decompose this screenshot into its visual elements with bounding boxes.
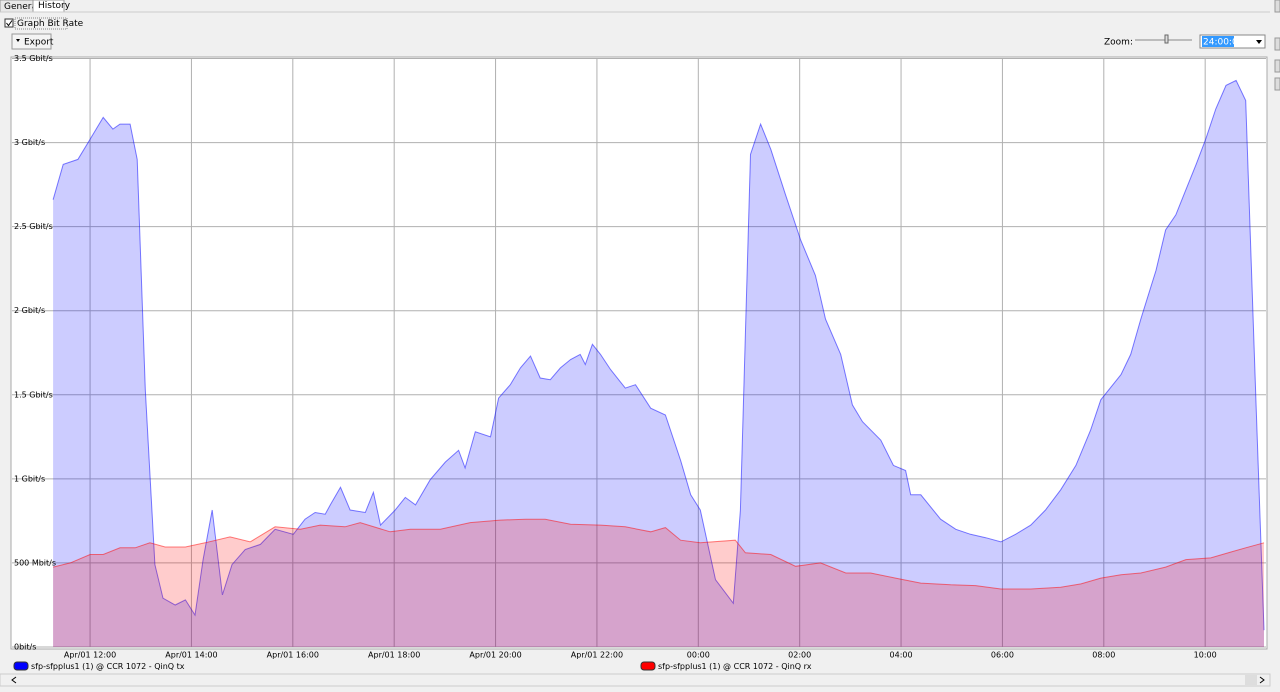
y-tick-label: 3.5 Gbit/s	[14, 54, 53, 63]
y-tick-label: 2 Gbit/s	[14, 306, 45, 315]
focus-box	[14, 17, 68, 30]
legend-label: sfp-sfpplus1 (1) @ CCR 1072 - QinQ rx	[658, 662, 812, 671]
x-tick-label: 08:00	[1092, 651, 1115, 660]
areas	[52, 79, 1265, 647]
x-tick-label: Apr/01 16:00	[267, 651, 319, 660]
checkbox-label[interactable]: Graph Bit Rate	[17, 19, 84, 29]
x-tick-label: 10:00	[1194, 651, 1217, 660]
check-mark	[6, 20, 13, 27]
side-button[interactable]	[1274, 37, 1280, 51]
x-tick-label: Apr/01 20:00	[469, 651, 521, 660]
scroll-thumb[interactable]	[1245, 675, 1257, 685]
y-tick-label: 1 Gbit/s	[14, 474, 45, 483]
series-line	[52, 79, 1265, 631]
x-tick-label: 02:00	[788, 651, 811, 660]
grid	[12, 58, 1266, 648]
scroll-left[interactable]	[11, 676, 17, 684]
area-fill	[53, 80, 1265, 647]
y-tick-label: 500 Mbit/s	[14, 558, 56, 567]
y-tick-label: 1.5 Gbit/s	[14, 390, 53, 399]
legend-swatch	[13, 661, 29, 671]
x-tick-label: 00:00	[687, 651, 710, 660]
x-tick-label: Apr/01 14:00	[165, 651, 217, 660]
selection	[1202, 36, 1234, 47]
slider-thumb[interactable]	[1164, 34, 1169, 44]
tab-label[interactable]: General	[4, 2, 39, 12]
export-label[interactable]: Export	[24, 38, 54, 48]
scroll-right[interactable]	[1259, 676, 1265, 684]
side-button[interactable]	[1274, 77, 1280, 91]
x-tick-label: Apr/01 12:00	[64, 651, 116, 660]
zoom-value[interactable]: 24:00:00	[1203, 38, 1244, 48]
tab-label[interactable]: History	[38, 1, 71, 11]
legend-swatch	[640, 661, 656, 671]
checkbox[interactable]	[4, 18, 14, 28]
x-tick-label: 04:00	[890, 651, 913, 660]
side-button[interactable]	[1274, 59, 1280, 73]
dropdown-arrow	[16, 39, 20, 42]
zoom-label: Zoom:	[1104, 38, 1133, 48]
area-fill	[53, 519, 1265, 647]
y-tick-label: 2.5 Gbit/s	[14, 222, 53, 231]
export-button[interactable]	[11, 33, 52, 50]
plot-area	[10, 56, 1268, 650]
y-tick-label: 0bit/s	[14, 643, 36, 652]
x-tick-label: Apr/01 22:00	[571, 651, 623, 660]
x-tick-label: 06:00	[991, 651, 1014, 660]
labels: Apr/01 12:00 Apr/01 14:00 Apr/01 16:00 Apr/…	[13, 54, 1217, 671]
x-tick-label: Apr/01 18:00	[368, 651, 420, 660]
side-button[interactable]	[1274, 0, 1280, 13]
series-line	[52, 518, 1265, 590]
dropdown-arrow	[1256, 40, 1262, 44]
y-tick-label: 3 Gbit/s	[14, 138, 45, 147]
legend-label: sfp-sfpplus1 (1) @ CCR 1072 - QinQ tx	[31, 662, 185, 671]
scrollbar[interactable]	[0, 673, 1271, 687]
